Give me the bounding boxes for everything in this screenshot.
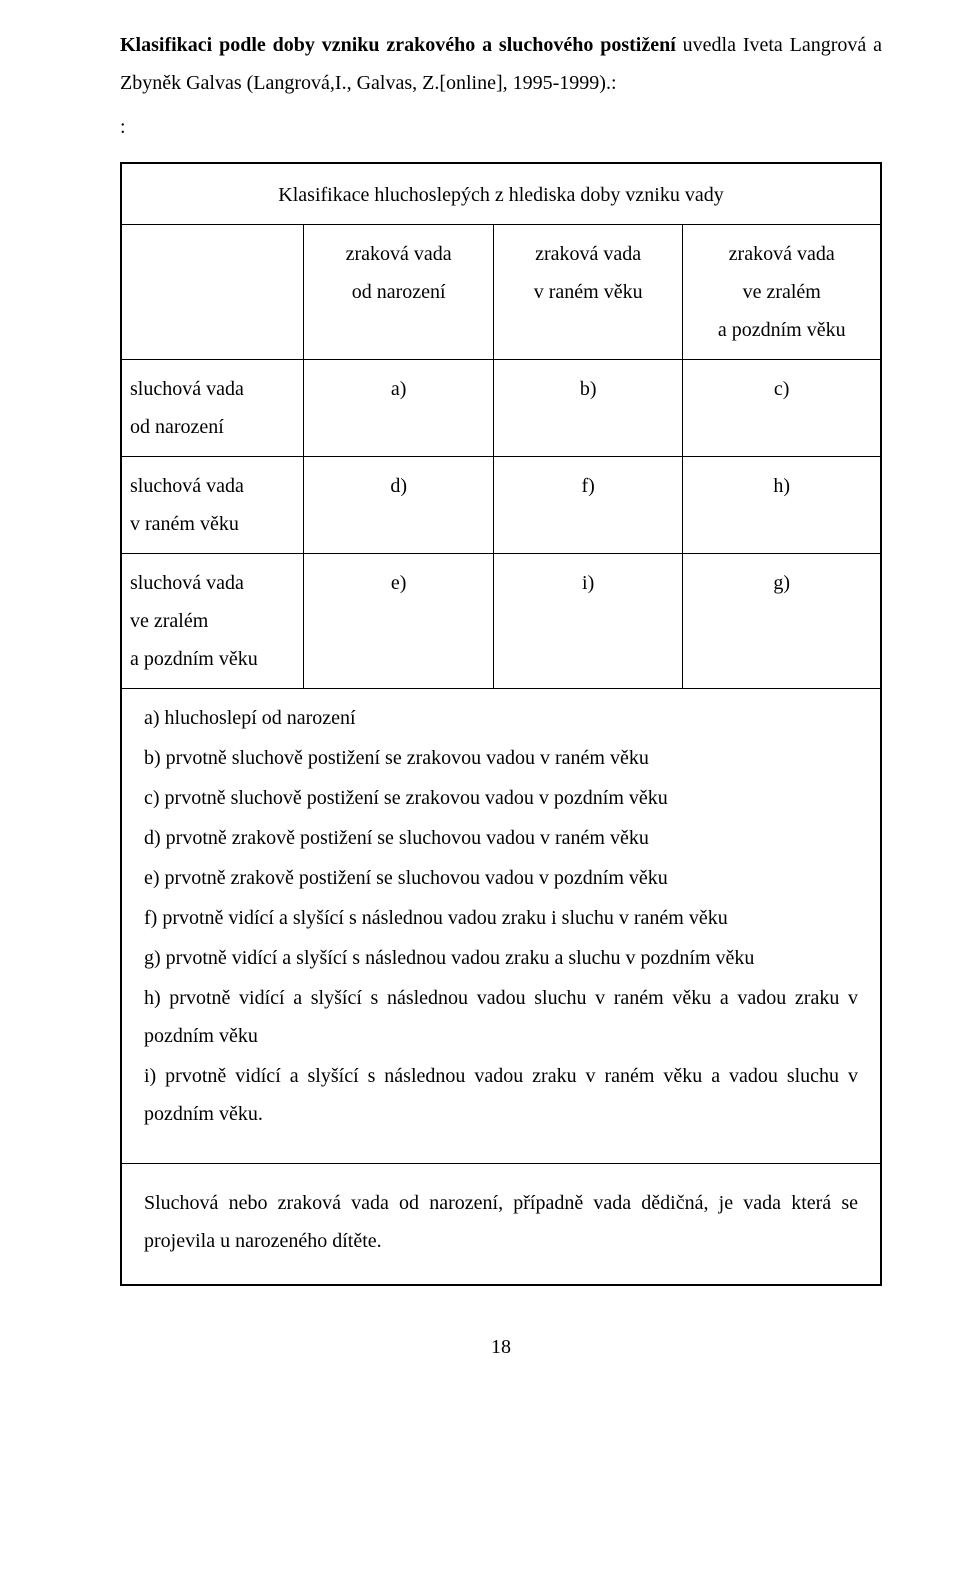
classification-table-box: Klasifikace hluchoslepých z hlediska dob… [120, 162, 882, 1286]
row-header-2-l1: sluchová vada [130, 564, 295, 602]
table-title: Klasifikace hluchoslepých z hlediska dob… [122, 164, 880, 225]
row-header-1-l1: sluchová vada [130, 467, 295, 505]
row-header-0-l1: sluchová vada [130, 370, 295, 408]
exp-a: a) hluchoslepí od narození [144, 699, 858, 737]
page-number: 18 [120, 1328, 882, 1366]
after-cell: Sluchová nebo zraková vada od narození, … [122, 1164, 880, 1285]
row-header-0-l2: od narození [130, 408, 295, 446]
row-header-2-l2: ve zralém [130, 602, 295, 640]
cell-0-a: a) [304, 360, 494, 457]
classification-table: Klasifikace hluchoslepých z hlediska dob… [122, 164, 880, 1284]
cell-1-c: h) [683, 457, 880, 554]
exp-h: h) prvotně vidící a slyšící s následnou … [144, 979, 858, 1055]
row-header-1: sluchová vada v raném věku [122, 457, 304, 554]
col-header-2-l2: ve zralém [691, 273, 872, 311]
col-header-2-l1: zraková vada [691, 235, 872, 273]
intro-paragraph: Klasifikaci podle doby vzniku zrakového … [120, 26, 882, 102]
cell-0-b: b) [493, 360, 683, 457]
cell-2-a: e) [304, 554, 494, 689]
intro-bold: Klasifikaci podle doby vzniku zrakového … [120, 34, 683, 56]
col-header-0: zraková vada od narození [304, 225, 494, 360]
after-paragraph: Sluchová nebo zraková vada od narození, … [144, 1184, 858, 1260]
exp-g: g) prvotně vidící a slyšící s následnou … [144, 939, 858, 977]
col-header-0-l2: od narození [312, 273, 485, 311]
col-header-1: zraková vada v raném věku [493, 225, 683, 360]
cell-2-c: g) [683, 554, 880, 689]
exp-i: i) prvotně vidící a slyšící s následnou … [144, 1057, 858, 1133]
col-header-1-l2: v raném věku [502, 273, 675, 311]
exp-e: e) prvotně zrakově postižení se sluchovo… [144, 859, 858, 897]
row-header-1-l2: v raném věku [130, 505, 295, 543]
col-header-1-l1: zraková vada [502, 235, 675, 273]
col-header-2-l3: a pozdním věku [691, 311, 872, 349]
cell-1-b: f) [493, 457, 683, 554]
row-header-2-l3: a pozdním věku [130, 640, 295, 678]
explanation-list: a) hluchoslepí od narození b) prvotně sl… [130, 699, 872, 1153]
intro-colon: : [120, 108, 882, 146]
exp-d: d) prvotně zrakově postižení se sluchovo… [144, 819, 858, 857]
exp-b: b) prvotně sluchově postižení se zrakovo… [144, 739, 858, 777]
table-empty-corner [122, 225, 304, 360]
cell-0-c: c) [683, 360, 880, 457]
cell-2-b: i) [493, 554, 683, 689]
cell-1-a: d) [304, 457, 494, 554]
col-header-0-l1: zraková vada [312, 235, 485, 273]
row-header-0: sluchová vada od narození [122, 360, 304, 457]
exp-f: f) prvotně vidící a slyšící s následnou … [144, 899, 858, 937]
exp-c: c) prvotně sluchově postižení se zrakovo… [144, 779, 858, 817]
row-header-2: sluchová vada ve zralém a pozdním věku [122, 554, 304, 689]
explanation-cell: a) hluchoslepí od narození b) prvotně sl… [122, 689, 880, 1164]
col-header-2: zraková vada ve zralém a pozdním věku [683, 225, 880, 360]
